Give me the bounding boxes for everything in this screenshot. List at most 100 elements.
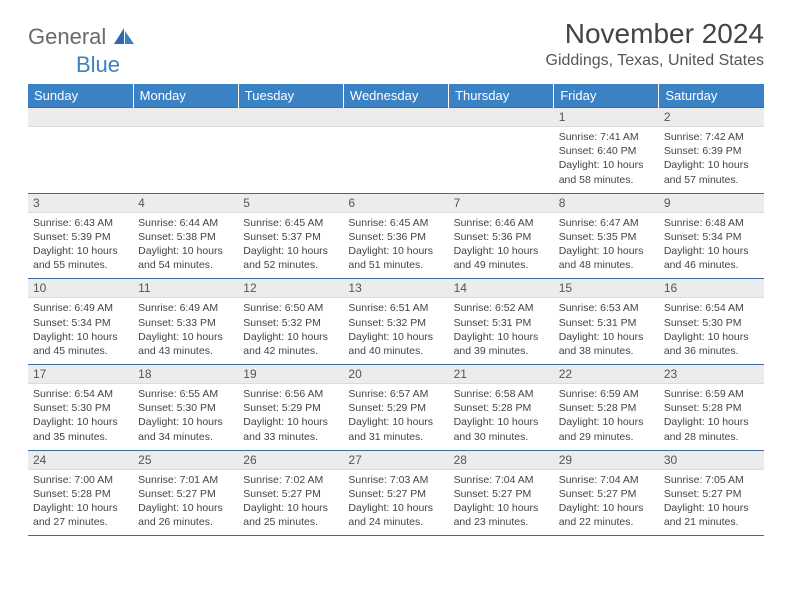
day-details: Sunrise: 6:49 AMSunset: 5:33 PMDaylight:… bbox=[133, 298, 238, 364]
day-details: Sunrise: 6:49 AMSunset: 5:34 PMDaylight:… bbox=[28, 298, 133, 364]
day-details: Sunrise: 6:53 AMSunset: 5:31 PMDaylight:… bbox=[554, 298, 659, 364]
sunrise-text: Sunrise: 6:54 AM bbox=[33, 387, 128, 401]
day-details: Sunrise: 6:50 AMSunset: 5:32 PMDaylight:… bbox=[238, 298, 343, 364]
sunset-text: Sunset: 5:30 PM bbox=[664, 316, 759, 330]
daylight-text: Daylight: 10 hours and 28 minutes. bbox=[664, 415, 759, 443]
calendar-day-cell: 4Sunrise: 6:44 AMSunset: 5:38 PMDaylight… bbox=[133, 193, 238, 279]
day-number bbox=[28, 108, 133, 127]
day-number: 11 bbox=[133, 279, 238, 298]
sunrise-text: Sunrise: 6:54 AM bbox=[664, 301, 759, 315]
day-number: 27 bbox=[343, 451, 448, 470]
sunrise-text: Sunrise: 6:59 AM bbox=[559, 387, 654, 401]
sunset-text: Sunset: 5:34 PM bbox=[33, 316, 128, 330]
sunset-text: Sunset: 5:36 PM bbox=[454, 230, 549, 244]
calendar-day-cell: 18 Sunrise: 6:55 AMSunset: 5:30 PMDayligh… bbox=[133, 365, 238, 451]
calendar-day-cell bbox=[133, 108, 238, 194]
day-details: Sunrise: 6:45 AMSunset: 5:37 PMDaylight:… bbox=[238, 213, 343, 279]
day-number: 21 bbox=[449, 365, 554, 384]
daylight-text: Daylight: 10 hours and 26 minutes. bbox=[138, 501, 233, 529]
day-details bbox=[343, 127, 448, 185]
weekday-header-row: SundayMondayTuesdayWednesdayThursdayFrid… bbox=[28, 84, 764, 108]
daylight-text: Daylight: 10 hours and 58 minutes. bbox=[559, 158, 654, 186]
daylight-text: Daylight: 10 hours and 22 minutes. bbox=[559, 501, 654, 529]
sunrise-text: Sunrise: 7:04 AM bbox=[559, 473, 654, 487]
day-details: Sunrise: 6:58 AMSunset: 5:28 PMDaylight:… bbox=[449, 384, 554, 450]
sunset-text: Sunset: 5:38 PM bbox=[138, 230, 233, 244]
location-text: Giddings, Texas, United States bbox=[546, 52, 765, 70]
day-number: 18 bbox=[133, 365, 238, 384]
day-number: 8 bbox=[554, 194, 659, 213]
logo-text-general: General bbox=[28, 24, 106, 49]
daylight-text: Daylight: 10 hours and 42 minutes. bbox=[243, 330, 338, 358]
day-details: Sunrise: 7:42 AMSunset: 6:39 PMDaylight:… bbox=[659, 127, 764, 193]
calendar-day-cell: 30Sunrise: 7:05 AMSunset: 5:27 PMDayligh… bbox=[659, 450, 764, 536]
day-number: 25 bbox=[133, 451, 238, 470]
day-number: 26 bbox=[238, 451, 343, 470]
weekday-header: Saturday bbox=[659, 84, 764, 108]
logo: General Blue bbox=[28, 24, 134, 78]
calendar-day-cell: 16Sunrise: 6:54 AMSunset: 5:30 PMDayligh… bbox=[659, 279, 764, 365]
calendar-page: General Blue November 2024 Giddings, Tex… bbox=[0, 0, 792, 546]
daylight-text: Daylight: 10 hours and 40 minutes. bbox=[348, 330, 443, 358]
calendar-day-cell: 13Sunrise: 6:51 AMSunset: 5:32 PMDayligh… bbox=[343, 279, 448, 365]
calendar-day-cell: 29Sunrise: 7:04 AMSunset: 5:27 PMDayligh… bbox=[554, 450, 659, 536]
daylight-text: Daylight: 10 hours and 54 minutes. bbox=[138, 244, 233, 272]
daylight-text: Daylight: 10 hours and 29 minutes. bbox=[559, 415, 654, 443]
day-details: Sunrise: 7:41 AMSunset: 6:40 PMDaylight:… bbox=[554, 127, 659, 193]
calendar-day-cell: 2Sunrise: 7:42 AMSunset: 6:39 PMDaylight… bbox=[659, 108, 764, 194]
day-details: Sunrise: 6:51 AMSunset: 5:32 PMDaylight:… bbox=[343, 298, 448, 364]
calendar-day-cell bbox=[449, 108, 554, 194]
calendar-day-cell: 8Sunrise: 6:47 AMSunset: 5:35 PMDaylight… bbox=[554, 193, 659, 279]
calendar-day-cell: 24Sunrise: 7:00 AMSunset: 5:28 PMDayligh… bbox=[28, 450, 133, 536]
calendar-day-cell: 15Sunrise: 6:53 AMSunset: 5:31 PMDayligh… bbox=[554, 279, 659, 365]
day-number: 9 bbox=[659, 194, 764, 213]
daylight-text: Daylight: 10 hours and 27 minutes. bbox=[33, 501, 128, 529]
calendar-day-cell: 14Sunrise: 6:52 AMSunset: 5:31 PMDayligh… bbox=[449, 279, 554, 365]
day-details: Sunrise: 7:02 AMSunset: 5:27 PMDaylight:… bbox=[238, 470, 343, 536]
sunset-text: Sunset: 5:32 PM bbox=[348, 316, 443, 330]
day-details: Sunrise: 6:48 AMSunset: 5:34 PMDaylight:… bbox=[659, 213, 764, 279]
day-details: Sunrise: 7:00 AMSunset: 5:28 PMDaylight:… bbox=[28, 470, 133, 536]
weekday-header: Sunday bbox=[28, 84, 133, 108]
sunrise-text: Sunrise: 7:01 AM bbox=[138, 473, 233, 487]
day-number: 30 bbox=[659, 451, 764, 470]
day-number: 14 bbox=[449, 279, 554, 298]
weekday-header: Wednesday bbox=[343, 84, 448, 108]
day-number: 15 bbox=[554, 279, 659, 298]
day-number: 12 bbox=[238, 279, 343, 298]
calendar-day-cell: 28Sunrise: 7:04 AMSunset: 5:27 PMDayligh… bbox=[449, 450, 554, 536]
day-number bbox=[449, 108, 554, 127]
sunset-text: Sunset: 5:30 PM bbox=[138, 401, 233, 415]
sunset-text: Sunset: 5:29 PM bbox=[243, 401, 338, 415]
daylight-text: Daylight: 10 hours and 46 minutes. bbox=[664, 244, 759, 272]
sunrise-text: Sunrise: 6:55 AM bbox=[138, 387, 233, 401]
sunset-text: Sunset: 5:28 PM bbox=[559, 401, 654, 415]
sunrise-text: Sunrise: 6:56 AM bbox=[243, 387, 338, 401]
sunset-text: Sunset: 5:27 PM bbox=[138, 487, 233, 501]
day-details bbox=[133, 127, 238, 185]
sunset-text: Sunset: 5:36 PM bbox=[348, 230, 443, 244]
sunrise-text: Sunrise: 6:49 AM bbox=[138, 301, 233, 315]
daylight-text: Daylight: 10 hours and 23 minutes. bbox=[454, 501, 549, 529]
sunrise-text: Sunrise: 6:50 AM bbox=[243, 301, 338, 315]
calendar-day-cell: 27Sunrise: 7:03 AMSunset: 5:27 PMDayligh… bbox=[343, 450, 448, 536]
sunset-text: Sunset: 5:30 PM bbox=[33, 401, 128, 415]
sunset-text: Sunset: 5:32 PM bbox=[243, 316, 338, 330]
sunset-text: Sunset: 5:37 PM bbox=[243, 230, 338, 244]
daylight-text: Daylight: 10 hours and 51 minutes. bbox=[348, 244, 443, 272]
sunrise-text: Sunrise: 6:59 AM bbox=[664, 387, 759, 401]
daylight-text: Daylight: 10 hours and 34 minutes. bbox=[138, 415, 233, 443]
sunset-text: Sunset: 5:34 PM bbox=[664, 230, 759, 244]
day-number: 24 bbox=[28, 451, 133, 470]
day-number bbox=[238, 108, 343, 127]
day-details bbox=[238, 127, 343, 185]
day-details: Sunrise: 7:01 AMSunset: 5:27 PMDaylight:… bbox=[133, 470, 238, 536]
sunrise-text: Sunrise: 6:45 AM bbox=[348, 216, 443, 230]
day-number: 16 bbox=[659, 279, 764, 298]
daylight-text: Daylight: 10 hours and 35 minutes. bbox=[33, 415, 128, 443]
daylight-text: Daylight: 10 hours and 31 minutes. bbox=[348, 415, 443, 443]
calendar-day-cell bbox=[238, 108, 343, 194]
sunrise-text: Sunrise: 6:53 AM bbox=[559, 301, 654, 315]
day-number: 19 bbox=[238, 365, 343, 384]
day-details: Sunrise: 7:03 AMSunset: 5:27 PMDaylight:… bbox=[343, 470, 448, 536]
